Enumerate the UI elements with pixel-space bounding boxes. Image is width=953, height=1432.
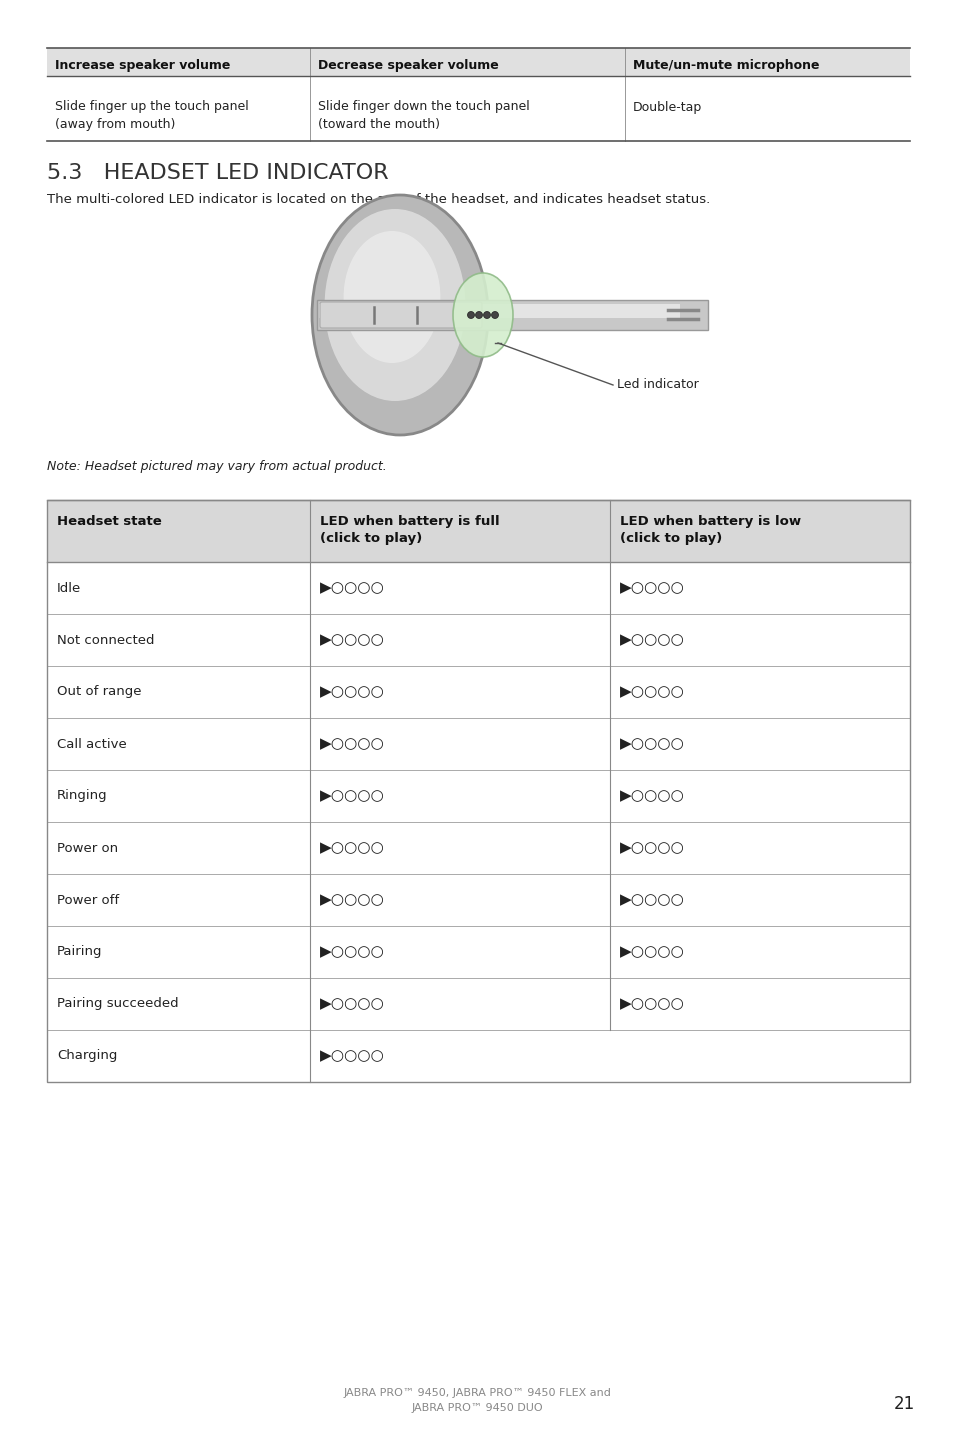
Text: ▶○○○○: ▶○○○○ xyxy=(619,580,684,596)
Text: ▶○○○○: ▶○○○○ xyxy=(320,736,385,752)
Bar xyxy=(316,299,707,329)
Text: ▶○○○○: ▶○○○○ xyxy=(320,1048,385,1064)
Bar xyxy=(47,978,909,1030)
Bar xyxy=(47,666,909,717)
Text: ▶○○○○: ▶○○○○ xyxy=(320,841,385,855)
Text: ▶○○○○: ▶○○○○ xyxy=(619,945,684,959)
Text: LED when battery is full
(click to play): LED when battery is full (click to play) xyxy=(320,516,499,546)
Bar xyxy=(47,822,909,874)
Bar xyxy=(47,1030,909,1083)
Circle shape xyxy=(475,312,482,318)
Ellipse shape xyxy=(343,231,440,362)
Text: ▶○○○○: ▶○○○○ xyxy=(320,789,385,803)
Text: Power off: Power off xyxy=(57,894,119,906)
Bar xyxy=(47,770,909,822)
Bar xyxy=(47,500,909,1083)
Text: ▶○○○○: ▶○○○○ xyxy=(619,892,684,908)
Ellipse shape xyxy=(324,209,465,401)
Text: LED when battery is low
(click to play): LED when battery is low (click to play) xyxy=(619,516,801,546)
Text: ▶○○○○: ▶○○○○ xyxy=(320,684,385,699)
Circle shape xyxy=(483,312,490,318)
Text: ▶○○○○: ▶○○○○ xyxy=(619,736,684,752)
Bar xyxy=(47,874,909,927)
Ellipse shape xyxy=(312,195,488,435)
Text: ▶○○○○: ▶○○○○ xyxy=(320,633,385,647)
Text: 21: 21 xyxy=(893,1395,914,1413)
Text: ▶○○○○: ▶○○○○ xyxy=(619,633,684,647)
Text: ▶○○○○: ▶○○○○ xyxy=(619,684,684,699)
Text: Slide finger up the touch panel
(away from mouth): Slide finger up the touch panel (away fr… xyxy=(55,100,249,130)
Text: Ringing: Ringing xyxy=(57,789,108,802)
Text: 5.3   HEADSET LED INDICATOR: 5.3 HEADSET LED INDICATOR xyxy=(47,163,388,183)
Text: Pairing succeeded: Pairing succeeded xyxy=(57,998,178,1011)
Bar xyxy=(47,927,909,978)
Text: Pairing: Pairing xyxy=(57,945,102,958)
Text: Charging: Charging xyxy=(57,1050,117,1063)
Text: ▶○○○○: ▶○○○○ xyxy=(619,789,684,803)
Text: ▶○○○○: ▶○○○○ xyxy=(320,997,385,1011)
Text: Call active: Call active xyxy=(57,737,127,750)
Text: Decrease speaker volume: Decrease speaker volume xyxy=(318,60,498,73)
Text: ▶○○○○: ▶○○○○ xyxy=(619,841,684,855)
Text: Led indicator: Led indicator xyxy=(617,378,698,391)
FancyBboxPatch shape xyxy=(319,302,481,328)
Ellipse shape xyxy=(453,274,513,357)
Text: Out of range: Out of range xyxy=(57,686,141,699)
Text: Not connected: Not connected xyxy=(57,633,154,646)
Text: Slide finger down the touch panel
(toward the mouth): Slide finger down the touch panel (towar… xyxy=(318,100,530,130)
Bar xyxy=(611,1031,908,1081)
Text: ▶○○○○: ▶○○○○ xyxy=(320,945,385,959)
Text: Double-tap: Double-tap xyxy=(633,102,701,115)
Text: ▶○○○○: ▶○○○○ xyxy=(320,580,385,596)
Text: Note: Headset pictured may vary from actual product.: Note: Headset pictured may vary from act… xyxy=(47,460,386,473)
Bar xyxy=(318,304,679,318)
Bar xyxy=(47,561,909,614)
Text: JABRA PRO™ 9450, JABRA PRO™ 9450 FLEX and
JABRA PRO™ 9450 DUO: JABRA PRO™ 9450, JABRA PRO™ 9450 FLEX an… xyxy=(343,1388,610,1413)
Text: Power on: Power on xyxy=(57,842,118,855)
Text: Headset state: Headset state xyxy=(57,516,162,528)
Text: ▶○○○○: ▶○○○○ xyxy=(619,997,684,1011)
Bar xyxy=(47,500,909,561)
Circle shape xyxy=(467,312,474,318)
Bar xyxy=(47,614,909,666)
Bar xyxy=(47,717,909,770)
Text: Mute/un-mute microphone: Mute/un-mute microphone xyxy=(633,60,819,73)
Text: Increase speaker volume: Increase speaker volume xyxy=(55,60,230,73)
Circle shape xyxy=(491,312,498,318)
Bar xyxy=(47,49,909,76)
Text: Idle: Idle xyxy=(57,581,81,594)
Text: ▶○○○○: ▶○○○○ xyxy=(320,892,385,908)
Text: The multi-colored LED indicator is located on the arm of the headset, and indica: The multi-colored LED indicator is locat… xyxy=(47,193,709,206)
